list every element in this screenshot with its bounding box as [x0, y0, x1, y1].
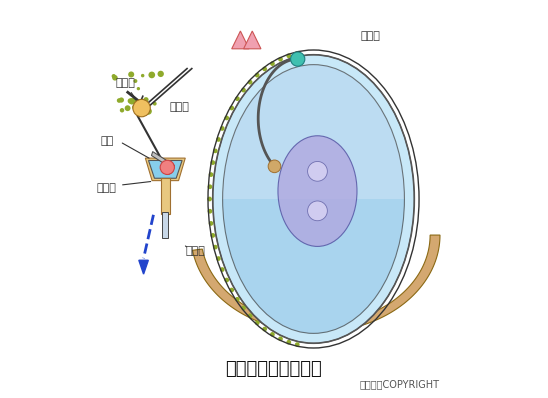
- Text: 冲洗管: 冲洗管: [169, 102, 189, 112]
- Polygon shape: [139, 260, 149, 274]
- Circle shape: [207, 197, 212, 201]
- Text: 刮刀: 刮刀: [100, 136, 113, 146]
- Circle shape: [307, 201, 327, 221]
- FancyBboxPatch shape: [162, 212, 168, 238]
- Circle shape: [268, 160, 281, 173]
- Circle shape: [133, 100, 150, 117]
- Ellipse shape: [278, 136, 357, 246]
- Circle shape: [255, 73, 260, 78]
- Circle shape: [241, 306, 246, 310]
- Circle shape: [117, 98, 122, 103]
- Circle shape: [112, 74, 116, 78]
- Circle shape: [213, 148, 218, 153]
- Circle shape: [248, 314, 253, 318]
- Circle shape: [213, 245, 218, 250]
- Circle shape: [287, 340, 291, 345]
- Circle shape: [128, 98, 133, 103]
- Circle shape: [144, 97, 149, 102]
- Circle shape: [230, 288, 234, 293]
- Polygon shape: [232, 31, 249, 49]
- Circle shape: [209, 172, 213, 177]
- Circle shape: [208, 209, 212, 214]
- Circle shape: [287, 53, 291, 58]
- Circle shape: [132, 105, 137, 110]
- Circle shape: [129, 98, 135, 105]
- Circle shape: [307, 162, 327, 181]
- Circle shape: [248, 80, 253, 84]
- Circle shape: [224, 115, 229, 120]
- Circle shape: [141, 74, 145, 77]
- Polygon shape: [151, 152, 174, 170]
- Circle shape: [270, 332, 275, 337]
- Text: 洗涤轴: 洗涤轴: [96, 183, 116, 193]
- Circle shape: [112, 75, 118, 80]
- Circle shape: [220, 267, 225, 272]
- Circle shape: [295, 51, 300, 56]
- Circle shape: [145, 108, 152, 115]
- Polygon shape: [192, 235, 440, 332]
- Circle shape: [125, 105, 130, 111]
- Polygon shape: [149, 160, 182, 178]
- Circle shape: [224, 278, 229, 283]
- Circle shape: [230, 105, 234, 110]
- Polygon shape: [243, 31, 261, 49]
- Text: 洗涤槽: 洗涤槽: [185, 246, 205, 256]
- Circle shape: [295, 342, 300, 347]
- Circle shape: [210, 160, 215, 165]
- Ellipse shape: [213, 55, 414, 343]
- Circle shape: [278, 57, 283, 62]
- Circle shape: [255, 320, 260, 325]
- Circle shape: [157, 71, 164, 77]
- Circle shape: [133, 79, 138, 83]
- Polygon shape: [222, 199, 404, 334]
- FancyBboxPatch shape: [161, 178, 170, 214]
- Circle shape: [149, 72, 155, 78]
- Circle shape: [235, 297, 239, 302]
- Circle shape: [216, 256, 221, 261]
- Text: 卸料轴: 卸料轴: [116, 78, 136, 88]
- Circle shape: [210, 233, 215, 238]
- Circle shape: [120, 108, 124, 113]
- Circle shape: [290, 52, 305, 66]
- Circle shape: [262, 327, 267, 332]
- Circle shape: [141, 103, 145, 107]
- Text: 东方仿真COPYRIGHT: 东方仿真COPYRIGHT: [360, 379, 440, 389]
- Circle shape: [128, 72, 134, 78]
- Circle shape: [136, 101, 144, 108]
- Circle shape: [160, 160, 174, 174]
- Circle shape: [208, 184, 212, 189]
- Circle shape: [235, 96, 239, 101]
- Ellipse shape: [222, 64, 404, 334]
- Circle shape: [270, 61, 275, 66]
- Circle shape: [262, 66, 267, 71]
- Text: 高温加压热处理流程: 高温加压热处理流程: [226, 360, 322, 378]
- Circle shape: [141, 104, 145, 108]
- Circle shape: [278, 336, 283, 341]
- Circle shape: [209, 221, 213, 226]
- Circle shape: [132, 98, 137, 103]
- Circle shape: [241, 88, 246, 92]
- Circle shape: [220, 126, 225, 131]
- Circle shape: [216, 137, 221, 142]
- Circle shape: [136, 87, 140, 90]
- Text: 冲洗管: 冲洗管: [361, 31, 381, 41]
- Circle shape: [153, 102, 157, 105]
- Polygon shape: [145, 158, 185, 181]
- Circle shape: [119, 98, 124, 103]
